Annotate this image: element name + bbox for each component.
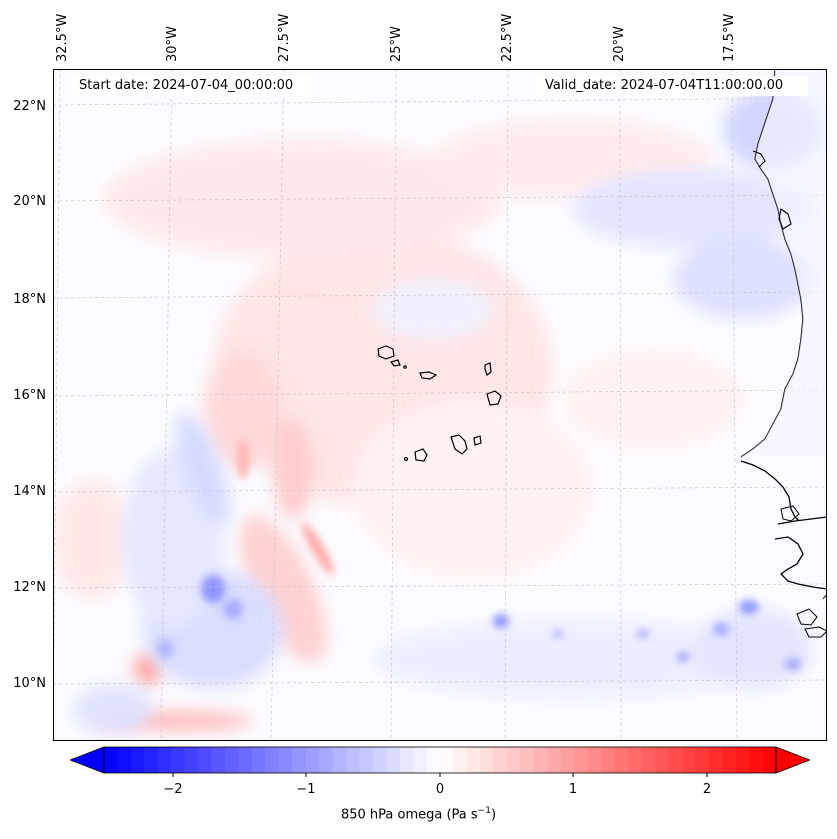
omega-map (53, 69, 827, 741)
colorbar-segment (762, 747, 777, 773)
colorbar-segment (211, 747, 226, 773)
colorbar-segment (628, 747, 643, 773)
lon-label: 22.5°W (500, 13, 515, 62)
graticule (53, 69, 827, 741)
colorbar-segment (251, 747, 266, 773)
colorbar-segment (480, 747, 495, 773)
cape-verde-islands (377, 345, 502, 462)
colorbar-segment (345, 747, 360, 773)
colorbar-segment (319, 747, 333, 773)
lon-label: 30°W (165, 26, 180, 62)
colorbar-segment (171, 747, 186, 773)
colorbar-segment (426, 747, 441, 773)
lat-label: 12°N (13, 580, 46, 595)
lat-label: 16°N (13, 388, 46, 403)
colorbar-segment (507, 747, 522, 773)
lon-label: 20°W (612, 26, 627, 62)
colorbar-segment (305, 747, 320, 773)
colorbar-segment (399, 747, 414, 773)
colorbar-segment (695, 747, 710, 773)
positive-omega-areas (53, 119, 743, 731)
colorbar-segment (453, 747, 468, 773)
colorbar-tick: −2 (163, 782, 183, 797)
colorbar-segment (466, 747, 481, 773)
colorbar-segment (372, 747, 387, 773)
convective-cells (157, 439, 801, 670)
colorbar-segment (198, 747, 213, 773)
lat-label: 22°N (13, 99, 46, 114)
colorbar-segment (184, 747, 199, 773)
colorbar-segment (493, 747, 508, 773)
colorbar-tick: 1 (568, 782, 578, 797)
colorbar-segment (440, 747, 454, 773)
colorbar-segment (117, 747, 132, 773)
lon-label: 32.5°W (55, 13, 70, 62)
lat-label: 10°N (13, 676, 46, 691)
colorbar-segment (547, 747, 562, 773)
african-coastline (740, 69, 827, 638)
colorbar-segment (534, 747, 549, 773)
lat-label: 14°N (13, 484, 46, 499)
colorbar-segment (601, 747, 616, 773)
colorbar-segment (413, 747, 428, 773)
colorbar-segment (668, 747, 683, 773)
colorbar-segment (574, 747, 589, 773)
colorbar-segment (130, 747, 145, 773)
colorbar-segment (641, 747, 656, 773)
colorbar-segment (655, 747, 669, 773)
colorbar-segment (735, 747, 750, 773)
lon-label: 25°W (389, 26, 404, 62)
colorbar-segment (224, 747, 239, 773)
colorbar-segment (332, 747, 347, 773)
lat-label: 20°N (13, 194, 46, 209)
valid-date-label: Valid_date: 2024-07-04T11:00:00.00 (537, 76, 792, 96)
lon-label: 27.5°W (277, 13, 292, 62)
colorbar (70, 746, 810, 777)
colorbar-segment (238, 747, 253, 773)
colorbar-segment (278, 747, 293, 773)
colorbar-segment (587, 747, 602, 773)
colorbar-segment (104, 747, 118, 773)
colorbar-segment (520, 747, 535, 773)
colorbar-segment (681, 747, 696, 773)
colorbar-segment (265, 747, 280, 773)
colorbar-segment (614, 747, 629, 773)
colorbar-segment (722, 747, 737, 773)
colorbar-segment (560, 747, 575, 773)
colorbar-segment (359, 747, 374, 773)
colorbar-segment (157, 747, 172, 773)
lon-label: 17.5°W (722, 13, 737, 62)
colorbar-segment (708, 747, 723, 773)
lat-label: 18°N (13, 292, 46, 307)
colorbar-label: 850 hPa omega (Pa s−1) (340, 806, 497, 823)
start-date-label: Start date: 2024-07-04_00:00:00 (71, 76, 302, 96)
colorbar-tick: 0 (435, 782, 445, 797)
colorbar-segment (292, 747, 307, 773)
colorbar-tick: −1 (296, 782, 316, 797)
colorbar-tick: 2 (702, 782, 712, 797)
colorbar-segment (144, 747, 159, 773)
colorbar-segment (386, 747, 401, 773)
colorbar-segment (749, 747, 764, 773)
